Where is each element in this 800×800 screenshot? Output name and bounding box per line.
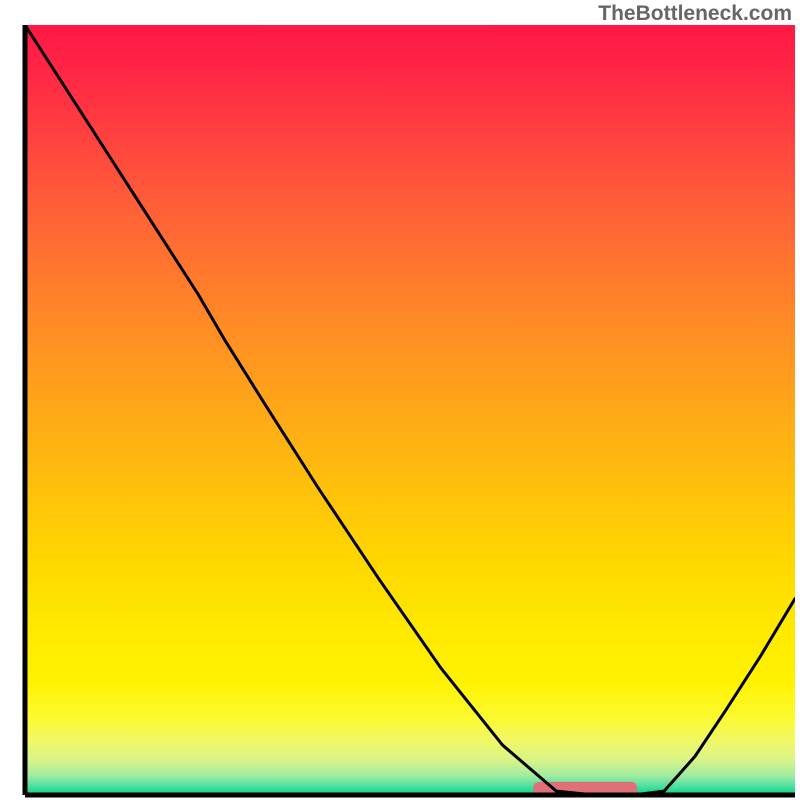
chart-svg	[0, 0, 800, 800]
gradient-background	[25, 25, 795, 795]
watermark-text: TheBottleneck.com	[598, 2, 792, 26]
chart-container: TheBottleneck.com	[0, 0, 800, 800]
